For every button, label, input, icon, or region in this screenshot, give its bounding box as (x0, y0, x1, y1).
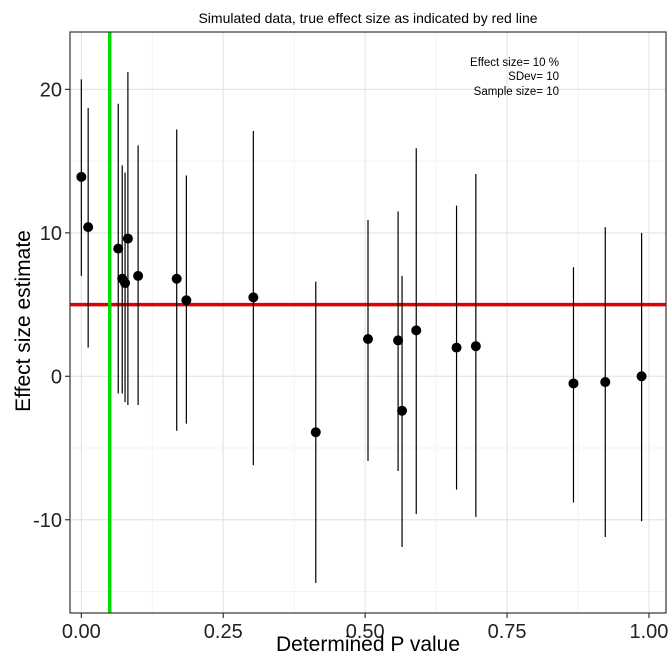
data-point (600, 377, 611, 388)
data-point (133, 270, 144, 281)
data-point (363, 333, 373, 344)
data-points (76, 171, 647, 438)
data-point (568, 378, 579, 389)
annotation-effect-size: Effect size= 10 % (470, 57, 559, 69)
data-point (636, 371, 647, 382)
x-tick-label: 0.50 (346, 621, 385, 643)
y-tick-label: -10 (33, 510, 62, 532)
data-point (120, 278, 131, 289)
data-point (76, 171, 87, 182)
y-tick-label: 20 (40, 79, 62, 101)
x-tick-label: 0.25 (204, 621, 243, 643)
x-tick-label: 0.00 (62, 621, 101, 643)
y-axis-title: Effect size estimate (12, 230, 35, 412)
data-point (411, 325, 422, 336)
x-tick-label: 0.75 (488, 621, 527, 643)
y-tick-label: 0 (51, 366, 62, 388)
data-point (310, 427, 321, 438)
y-tick-label: 10 (40, 223, 62, 245)
data-point (393, 335, 404, 346)
data-point (397, 405, 408, 416)
data-point (113, 243, 124, 254)
data-point (470, 341, 481, 352)
data-point (171, 273, 182, 284)
data-point (122, 233, 133, 244)
data-point (248, 292, 259, 303)
annotation-sdev: SDev= 10 (508, 71, 559, 83)
annotation-sample-size: Sample size= 10 (474, 86, 559, 98)
panel-border (69, 31, 667, 614)
x-axis-title: Determined P value (276, 633, 460, 656)
data-point (181, 295, 192, 306)
x-tick-label: 1.00 (630, 621, 668, 643)
chart-title: Simulated data, true effect size as indi… (198, 10, 537, 26)
axis-ticks: 0.00 0.25 0.50 0.75 1.00 -10 0 10 20 (33, 79, 668, 643)
data-point (451, 342, 462, 353)
data-point (83, 222, 94, 233)
